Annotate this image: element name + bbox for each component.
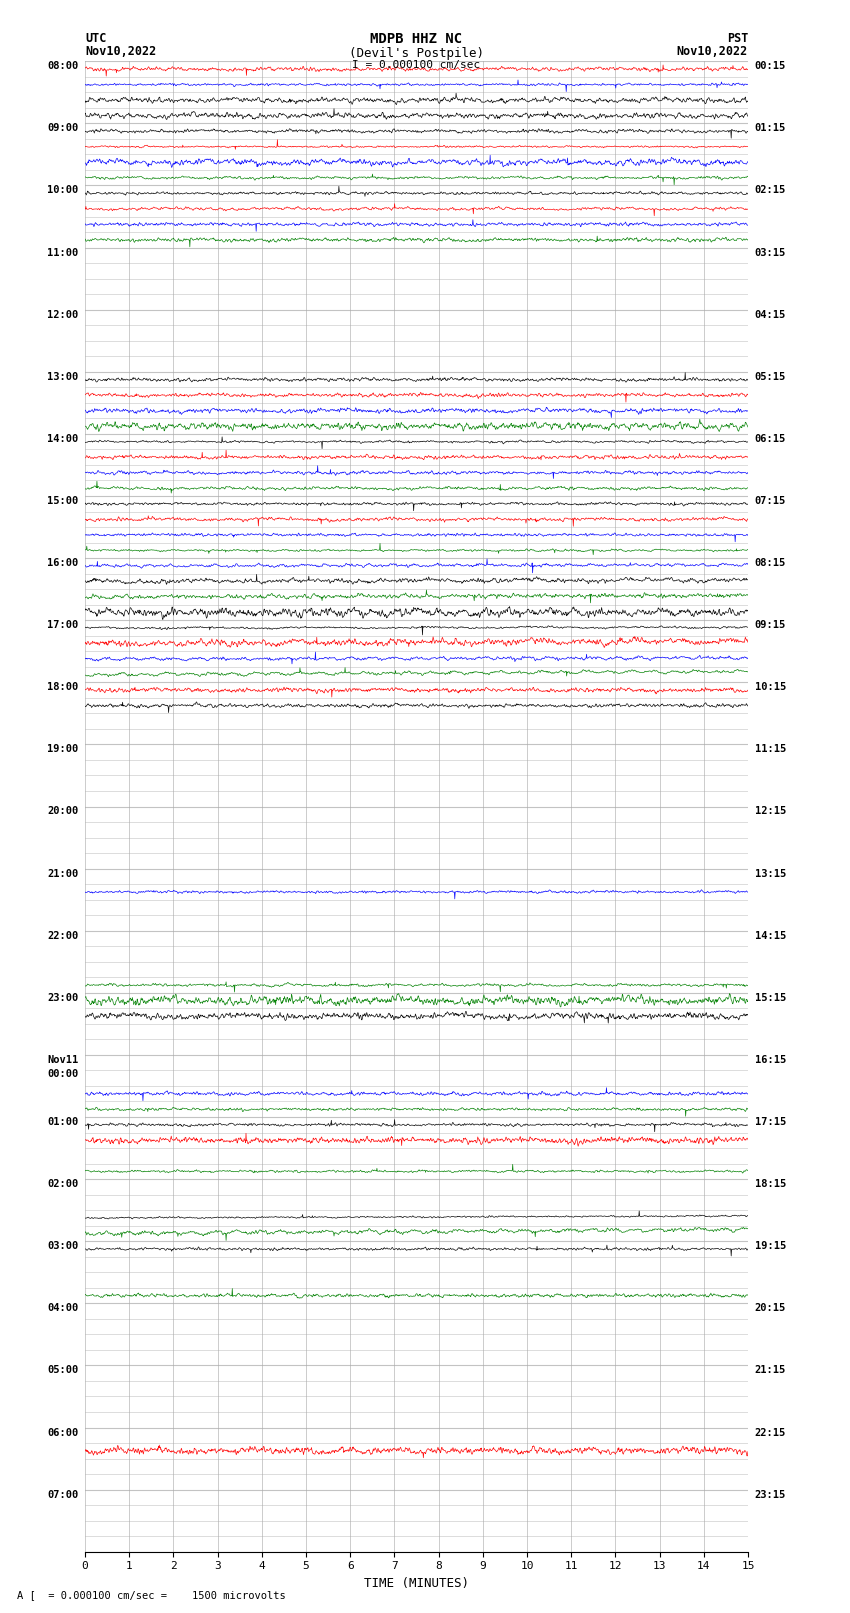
Text: 01:00: 01:00 — [47, 1118, 78, 1127]
Text: 13:00: 13:00 — [47, 373, 78, 382]
Text: Nov11: Nov11 — [47, 1055, 78, 1065]
Text: 10:15: 10:15 — [755, 682, 786, 692]
Text: 09:00: 09:00 — [47, 124, 78, 134]
Text: MDPB HHZ NC: MDPB HHZ NC — [371, 32, 462, 47]
Text: 18:15: 18:15 — [755, 1179, 786, 1189]
Text: 09:15: 09:15 — [755, 621, 786, 631]
Text: 22:15: 22:15 — [755, 1428, 786, 1437]
Text: 18:00: 18:00 — [47, 682, 78, 692]
Text: 05:15: 05:15 — [755, 373, 786, 382]
Text: 21:15: 21:15 — [755, 1365, 786, 1376]
Text: 04:15: 04:15 — [755, 310, 786, 319]
Text: 04:00: 04:00 — [47, 1303, 78, 1313]
Text: 23:15: 23:15 — [755, 1490, 786, 1500]
Text: (Devil's Postpile): (Devil's Postpile) — [349, 47, 484, 60]
Text: UTC: UTC — [85, 32, 106, 45]
Text: 03:15: 03:15 — [755, 248, 786, 258]
Text: PST: PST — [727, 32, 748, 45]
Text: 23:00: 23:00 — [47, 994, 78, 1003]
Text: Nov10,2022: Nov10,2022 — [85, 45, 156, 58]
X-axis label: TIME (MINUTES): TIME (MINUTES) — [364, 1578, 469, 1590]
Text: A [  = 0.000100 cm/sec =    1500 microvolts: A [ = 0.000100 cm/sec = 1500 microvolts — [17, 1590, 286, 1600]
Text: 03:00: 03:00 — [47, 1242, 78, 1252]
Text: 15:00: 15:00 — [47, 497, 78, 506]
Text: 06:00: 06:00 — [47, 1428, 78, 1437]
Text: 19:00: 19:00 — [47, 745, 78, 755]
Text: 11:15: 11:15 — [755, 745, 786, 755]
Text: 17:00: 17:00 — [47, 621, 78, 631]
Text: 22:00: 22:00 — [47, 931, 78, 940]
Text: 15:15: 15:15 — [755, 994, 786, 1003]
Text: 02:00: 02:00 — [47, 1179, 78, 1189]
Text: 07:00: 07:00 — [47, 1490, 78, 1500]
Text: 01:15: 01:15 — [755, 124, 786, 134]
Text: 12:15: 12:15 — [755, 806, 786, 816]
Text: 11:00: 11:00 — [47, 248, 78, 258]
Text: 07:15: 07:15 — [755, 497, 786, 506]
Text: 19:15: 19:15 — [755, 1242, 786, 1252]
Text: 16:00: 16:00 — [47, 558, 78, 568]
Text: 17:15: 17:15 — [755, 1118, 786, 1127]
Text: 00:00: 00:00 — [47, 1069, 78, 1079]
Text: 21:00: 21:00 — [47, 868, 78, 879]
Text: 08:00: 08:00 — [47, 61, 78, 71]
Text: 14:00: 14:00 — [47, 434, 78, 444]
Text: 20:15: 20:15 — [755, 1303, 786, 1313]
Text: 10:00: 10:00 — [47, 185, 78, 195]
Text: 13:15: 13:15 — [755, 868, 786, 879]
Text: Nov10,2022: Nov10,2022 — [677, 45, 748, 58]
Text: 14:15: 14:15 — [755, 931, 786, 940]
Text: I = 0.000100 cm/sec: I = 0.000100 cm/sec — [353, 60, 480, 69]
Text: 16:15: 16:15 — [755, 1055, 786, 1065]
Text: 02:15: 02:15 — [755, 185, 786, 195]
Text: 06:15: 06:15 — [755, 434, 786, 444]
Text: 00:15: 00:15 — [755, 61, 786, 71]
Text: 08:15: 08:15 — [755, 558, 786, 568]
Text: 05:00: 05:00 — [47, 1365, 78, 1376]
Text: 20:00: 20:00 — [47, 806, 78, 816]
Text: 12:00: 12:00 — [47, 310, 78, 319]
